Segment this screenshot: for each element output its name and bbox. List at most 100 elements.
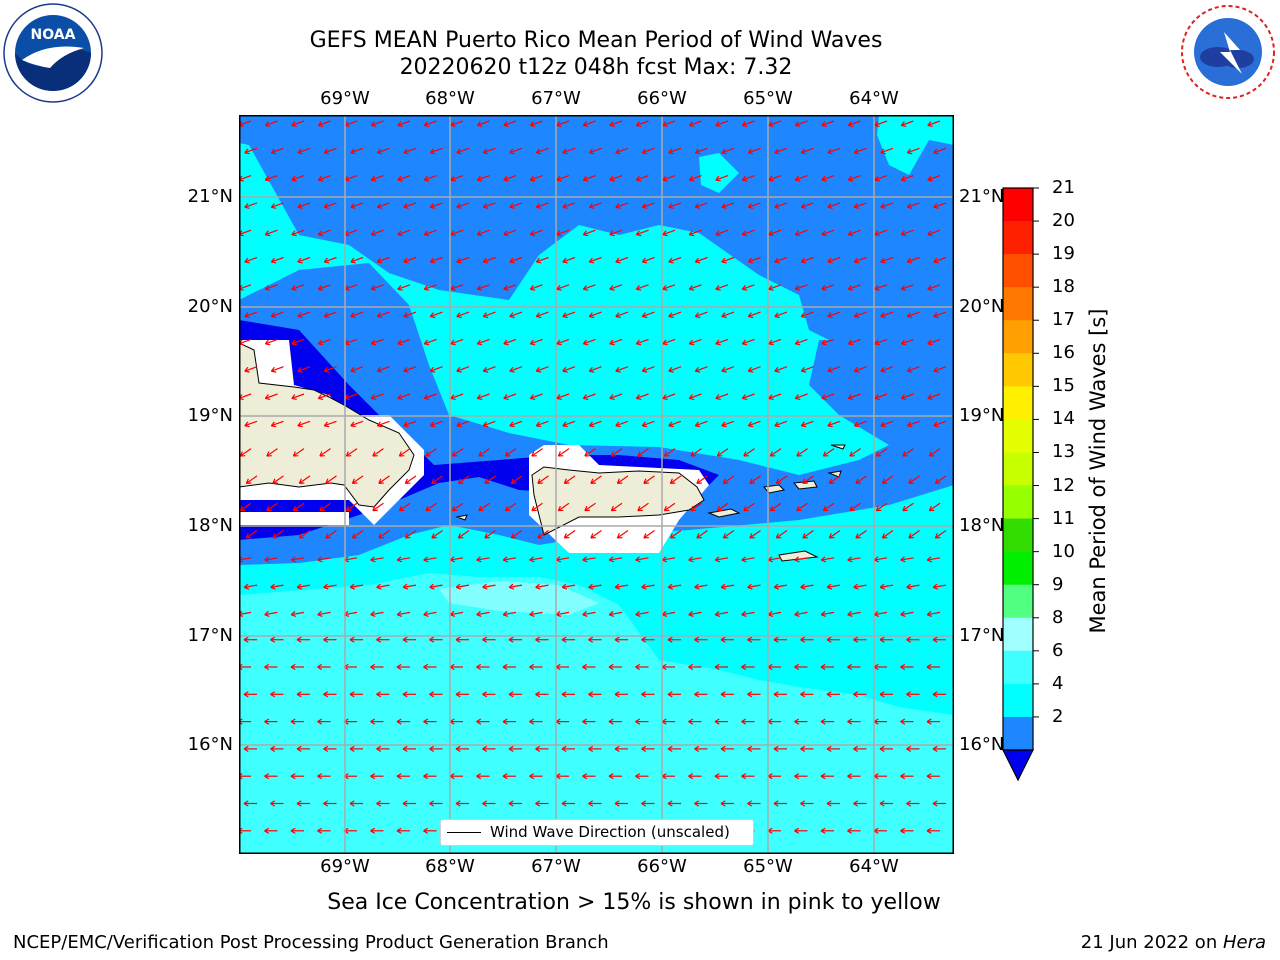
- wind-wave-arrow: [456, 147, 470, 155]
- wind-wave-arrow: [535, 636, 549, 643]
- wind-wave-arrow: [482, 256, 496, 264]
- wind-wave-arrow: [926, 610, 941, 618]
- wind-wave-arrow: [927, 175, 941, 182]
- wind-wave-arrow: [376, 311, 390, 319]
- wind-wave-arrow: [716, 448, 729, 457]
- wind-wave-arrow: [502, 773, 516, 780]
- wind-wave-arrow: [927, 229, 941, 237]
- wind-wave-arrow: [323, 202, 337, 209]
- colorbar-segment: [1003, 419, 1033, 453]
- wind-wave-arrow: [457, 475, 470, 484]
- wind-wave-arrow: [635, 773, 649, 780]
- wind-wave-arrow: [556, 229, 570, 237]
- colorbar-tick-label: 12: [1052, 474, 1075, 496]
- wind-wave-arrow: [378, 475, 390, 484]
- wind-wave-arrow: [774, 420, 788, 428]
- wind-wave-arrow: [900, 556, 914, 563]
- wind-wave-arrow: [297, 202, 311, 209]
- wind-wave-arrow: [773, 745, 787, 752]
- colorbar-tick-label: 9: [1052, 573, 1064, 595]
- wind-wave-arrow: [794, 773, 808, 780]
- wind-wave-arrow: [456, 366, 470, 373]
- wind-wave-arrow: [429, 366, 443, 373]
- wind-wave-arrow: [774, 202, 788, 209]
- wind-wave-arrow: [503, 338, 517, 346]
- wind-wave-arrow: [323, 311, 337, 319]
- wind-wave-arrow: [582, 229, 596, 237]
- wind-wave-arrow: [900, 229, 914, 237]
- wind-wave-arrow: [298, 530, 311, 539]
- wind-wave-arrow: [264, 175, 278, 182]
- wind-wave-arrow: [349, 583, 364, 590]
- wind-wave-arrow: [531, 502, 543, 512]
- wind-wave-arrow: [610, 502, 623, 512]
- wind-wave-arrow: [582, 773, 596, 780]
- wind-wave-arrow: [694, 800, 708, 807]
- wind-wave-arrow: [767, 556, 782, 563]
- colorbar-segment: [1003, 650, 1033, 685]
- st-croix: [778, 550, 819, 562]
- map-legend: Wind Wave Direction (unscaled): [440, 819, 754, 846]
- wind-wave-arrow: [425, 502, 437, 512]
- wind-wave-arrow: [476, 338, 490, 346]
- wind-wave-arrow: [456, 420, 470, 428]
- wind-wave-arrow: [482, 311, 496, 319]
- wind-wave-arrow: [932, 745, 946, 752]
- wind-wave-arrow: [768, 120, 782, 127]
- wind-wave-arrow: [880, 202, 894, 209]
- wind-wave-arrow: [900, 663, 914, 671]
- wind-wave-arrow: [741, 556, 755, 563]
- wind-wave-arrow: [317, 120, 331, 127]
- wind-wave-arrow: [615, 311, 629, 319]
- nws-logo: [1181, 5, 1275, 99]
- wind-wave-arrow: [794, 663, 808, 671]
- wind-wave-arrow: [614, 583, 629, 590]
- wind-wave-arrow: [561, 583, 576, 590]
- wind-wave-arrow: [402, 583, 417, 590]
- wind-wave-arrow: [245, 475, 258, 484]
- wind-wave-arrow: [800, 311, 814, 319]
- wind-wave-arrow: [290, 827, 304, 834]
- wind-wave-arrow: [773, 583, 788, 590]
- wind-wave-arrow: [504, 448, 517, 457]
- wind-wave-arrow: [556, 120, 570, 127]
- wind-wave-arrow: [768, 393, 782, 400]
- wind-wave-arrow: [239, 502, 252, 512]
- wind-wave-arrow: [476, 393, 490, 400]
- wind-wave-arrow: [635, 229, 649, 237]
- wind-wave-arrow: [716, 502, 729, 512]
- wind-wave-arrow: [715, 120, 729, 127]
- wind-wave-arrow: [582, 284, 596, 291]
- wind-wave-arrow: [396, 556, 411, 563]
- wind-wave-arrow: [243, 691, 257, 698]
- wind-wave-arrow: [609, 120, 623, 127]
- wind-wave-arrow: [694, 311, 708, 319]
- noaa-logo: NOAA: [3, 3, 103, 103]
- wind-wave-arrow: [849, 502, 861, 512]
- footer-credit: NCEP/EMC/Verification Post Processing Pr…: [13, 932, 609, 953]
- wind-wave-arrow: [722, 530, 735, 539]
- wind-wave-arrow: [584, 448, 596, 457]
- wind-wave-arrow: [509, 147, 523, 155]
- wind-wave-arrow: [747, 147, 761, 155]
- wind-wave-arrow: [529, 229, 543, 237]
- wind-wave-arrow: [376, 583, 390, 590]
- wind-wave-arrow: [615, 256, 629, 264]
- wind-wave-arrow: [933, 366, 947, 373]
- wind-wave-arrow: [926, 827, 940, 834]
- wind-wave-arrow: [423, 827, 437, 834]
- wind-wave-arrow: [768, 284, 782, 291]
- wind-wave-arrow: [906, 202, 920, 209]
- wind-wave-arrow: [768, 229, 782, 237]
- wind-wave-arrow: [317, 556, 331, 563]
- wind-wave-arrow: [609, 338, 623, 346]
- wind-wave-arrow: [509, 311, 523, 319]
- wind-wave-arrow: [244, 420, 258, 428]
- wind-wave-arrow: [509, 202, 523, 209]
- wind-wave-arrow: [827, 420, 841, 428]
- wind-wave-arrow: [933, 202, 947, 209]
- wind-wave-arrow: [476, 556, 490, 563]
- puerto-rico-land: [531, 466, 705, 536]
- wind-wave-arrow: [562, 147, 576, 155]
- wind-wave-arrow: [503, 393, 517, 400]
